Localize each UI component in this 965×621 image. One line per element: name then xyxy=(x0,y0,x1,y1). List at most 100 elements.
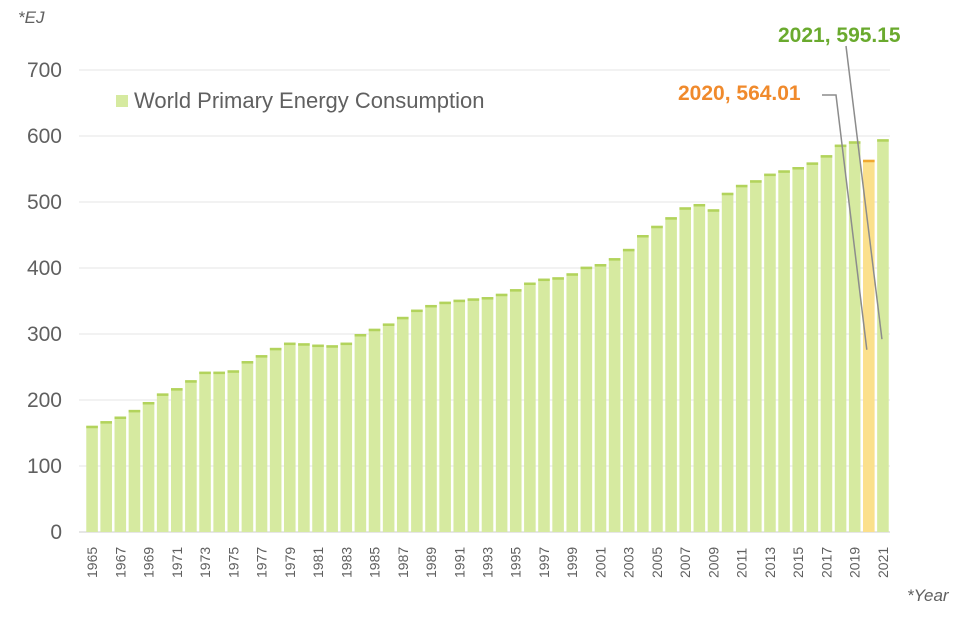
bar-2008 xyxy=(693,203,706,533)
bar-cap-1986 xyxy=(382,323,395,326)
bar-cap-1988 xyxy=(411,309,423,313)
bar-cap-2010 xyxy=(721,192,734,196)
bar-1965 xyxy=(86,425,98,532)
bar-2016 xyxy=(806,162,819,532)
x-tick-label: 1995 xyxy=(508,547,524,578)
bar-2018 xyxy=(834,144,847,532)
bar-cap-1999 xyxy=(566,273,579,276)
bar-cap-1965 xyxy=(86,425,98,429)
bar-1982 xyxy=(326,345,338,532)
x-tick-label: 2021 xyxy=(875,547,891,578)
bar-cap-2005 xyxy=(651,225,663,229)
bar-cap-1966 xyxy=(100,421,112,424)
x-tick-label: 1993 xyxy=(480,547,496,578)
x-tick-label: 1977 xyxy=(254,547,270,578)
bar-1978 xyxy=(269,347,282,532)
x-tick-label: 2009 xyxy=(705,547,721,578)
bar-cap-2014 xyxy=(778,170,790,173)
x-tick-label: 1973 xyxy=(197,547,213,578)
bar-2013 xyxy=(764,173,776,532)
x-tick-label: 1979 xyxy=(282,547,298,578)
bar-cap-1987 xyxy=(396,316,409,320)
bar-2017 xyxy=(820,155,833,532)
x-tick-label: 1965 xyxy=(84,547,100,578)
bar-cap-2019 xyxy=(848,141,861,144)
bar-cap-1977 xyxy=(255,355,268,358)
y-tick-label: 300 xyxy=(27,323,62,346)
bar-1974 xyxy=(213,371,225,532)
x-tick-label: 2007 xyxy=(677,547,693,578)
callout-2020: 2020, 564.01 xyxy=(678,82,801,105)
y-tick-label: 700 xyxy=(27,59,62,82)
x-tick-label: 2013 xyxy=(762,547,778,578)
legend-swatch xyxy=(116,95,128,107)
x-tick-label: 1991 xyxy=(451,547,467,578)
bar-1970 xyxy=(156,393,169,532)
bar-2007 xyxy=(679,207,692,532)
bar-cap-2017 xyxy=(820,155,833,158)
x-axis-unit: *Year xyxy=(907,586,949,605)
bar-1966 xyxy=(100,421,112,532)
bar-cap-1968 xyxy=(128,409,141,413)
bar-1975 xyxy=(227,370,240,532)
bar-cap-1971 xyxy=(171,388,183,391)
bar-cap-2002 xyxy=(608,258,621,261)
bar-1989 xyxy=(425,304,437,532)
bar-1979 xyxy=(283,342,296,532)
callout-2021: 2021, 595.15 xyxy=(778,24,901,47)
bar-1983 xyxy=(340,342,353,532)
bar-cap-2013 xyxy=(764,173,776,177)
leader-2021 xyxy=(845,45,883,340)
bar-cap-1984 xyxy=(354,334,367,337)
bar-cap-2009 xyxy=(707,209,720,212)
bar-cap-1967 xyxy=(114,416,127,419)
bar-cap-1998 xyxy=(552,277,564,280)
bar-cap-1996 xyxy=(524,282,536,286)
bar-2012 xyxy=(750,180,762,532)
callout-leader-lines xyxy=(822,45,883,350)
x-tick-label: 1981 xyxy=(310,547,326,578)
x-tick-label: 1987 xyxy=(395,547,411,578)
x-tick-label: 2005 xyxy=(649,547,665,578)
bar-cap-1969 xyxy=(142,401,155,405)
bar-1996 xyxy=(524,282,536,532)
x-tick-label: 1971 xyxy=(169,547,185,578)
bar-cap-2004 xyxy=(637,235,649,238)
x-tick-label: 1969 xyxy=(141,547,157,578)
bar-cap-1981 xyxy=(312,344,324,348)
bar-1981 xyxy=(312,344,324,532)
bar-cap-1974 xyxy=(213,371,225,375)
bar-1986 xyxy=(382,323,395,532)
bar-cap-1975 xyxy=(227,370,240,373)
bar-1971 xyxy=(171,388,183,532)
bar-cap-1980 xyxy=(298,343,310,346)
bar-cap-1982 xyxy=(326,345,338,348)
bar-2002 xyxy=(608,258,621,532)
bar-cap-1997 xyxy=(538,278,550,282)
bar-cap-2012 xyxy=(750,180,762,183)
bar-cap-2021 xyxy=(877,139,889,142)
bar-2003 xyxy=(622,248,635,533)
bar-2001 xyxy=(594,264,607,532)
bar-cap-2006 xyxy=(665,217,677,220)
x-axis-ticks: 1965 1967 1969 1971 1973 1975 1977 1979 1981 1983… xyxy=(84,547,891,578)
bar-cap-1990 xyxy=(439,301,451,305)
x-tick-label: 1975 xyxy=(225,547,241,578)
bar-2009 xyxy=(707,209,720,532)
bar-1973 xyxy=(199,371,211,532)
leader-2020 xyxy=(822,94,868,350)
bar-2005 xyxy=(651,225,663,532)
x-tick-label: 1967 xyxy=(112,547,128,578)
bar-2010 xyxy=(721,192,734,532)
bar-cap-1992 xyxy=(467,298,480,301)
legend: World Primary Energy Consumption xyxy=(116,88,485,114)
bar-1997 xyxy=(538,278,550,532)
bars xyxy=(86,139,889,533)
y-tick-label: 400 xyxy=(27,257,62,280)
x-tick-label: 2019 xyxy=(847,547,863,578)
bar-1969 xyxy=(142,401,155,532)
bar-1985 xyxy=(368,328,381,532)
bar-cap-1972 xyxy=(185,380,197,383)
bar-1968 xyxy=(128,409,141,532)
bar-cap-1973 xyxy=(199,371,211,375)
